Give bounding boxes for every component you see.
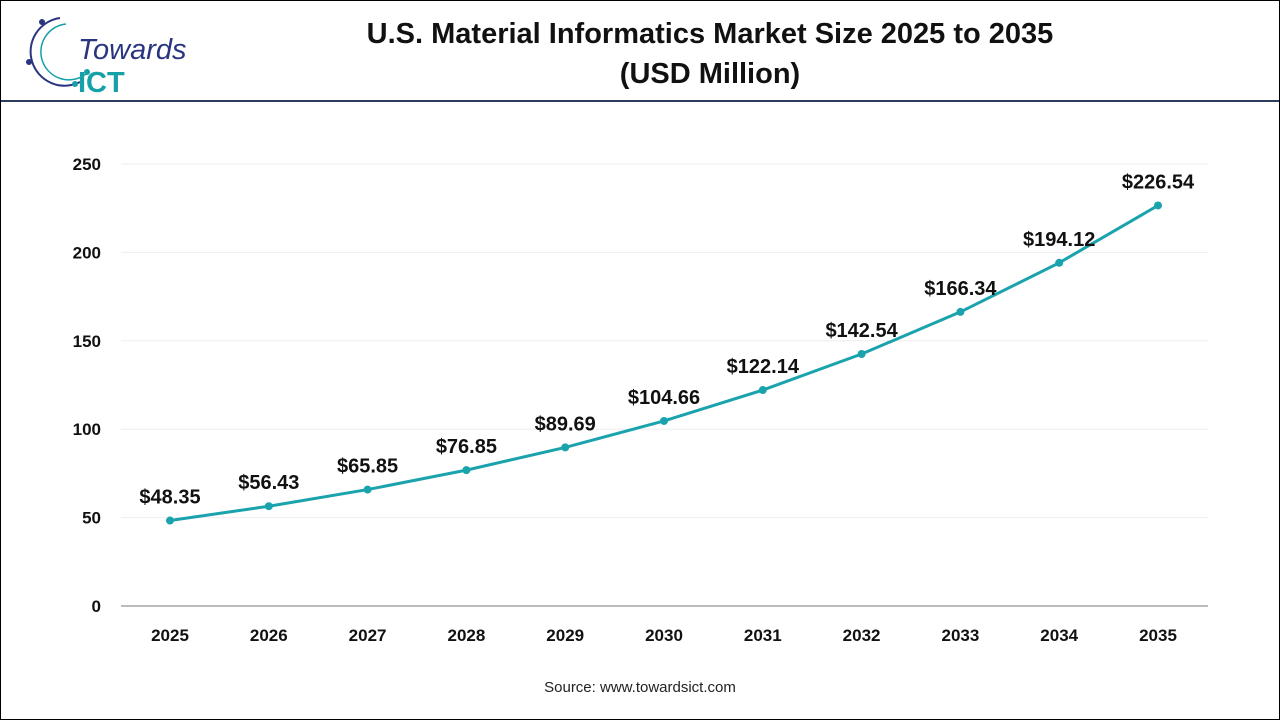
data-point — [561, 443, 570, 452]
data-label: $56.43 — [238, 472, 299, 494]
data-point — [758, 386, 767, 395]
x-tick-label: 2025 — [151, 626, 189, 645]
logo-text-accent: ICT — [78, 67, 125, 99]
logo-circuit-icon — [26, 17, 90, 87]
data-point — [956, 307, 965, 316]
data-point — [857, 349, 866, 358]
x-tick-label: 2031 — [744, 626, 782, 645]
data-point — [363, 485, 372, 494]
source-note: Source: www.towardsict.com — [544, 679, 736, 696]
logo: Towards ICT — [20, 12, 240, 99]
data-point — [660, 416, 668, 425]
data-label: $48.35 — [139, 487, 200, 509]
data-label: $89.69 — [535, 413, 596, 435]
chart-title: U.S. Material Informatics Market Size 20… — [260, 14, 1160, 94]
x-tick-label: 2026 — [250, 626, 288, 645]
data-point — [1154, 201, 1162, 210]
x-tick-label: 2033 — [941, 626, 979, 645]
data-point — [264, 502, 273, 511]
data-label: $122.14 — [727, 356, 800, 378]
y-tick-label: 0 — [92, 597, 101, 616]
data-label: $194.12 — [1023, 229, 1095, 251]
data-label: $65.85 — [337, 456, 398, 478]
data-point — [166, 516, 174, 525]
y-tick-label: 100 — [73, 420, 101, 439]
x-tick-label: 2034 — [1040, 626, 1078, 645]
x-tick-label: 2027 — [349, 626, 387, 645]
title-line-1: U.S. Material Informatics Market Size 20… — [366, 18, 1054, 50]
data-label: $166.34 — [924, 278, 997, 300]
data-point — [462, 466, 471, 475]
y-tick-label: 200 — [73, 243, 101, 262]
data-label: $76.85 — [436, 436, 497, 458]
x-tick-label: 2028 — [447, 626, 485, 645]
title-line-2: (USD Million) — [619, 58, 801, 90]
data-label: $226.54 — [1122, 171, 1195, 193]
logo-text-main: Towards — [78, 34, 187, 66]
x-tick-label: 2035 — [1139, 626, 1177, 645]
header-rule — [1, 100, 1279, 102]
x-tick-label: 2032 — [843, 626, 881, 645]
data-label: $104.66 — [628, 387, 700, 409]
data-label: $142.54 — [825, 320, 898, 342]
x-tick-label: 2029 — [546, 626, 584, 645]
y-tick-label: 150 — [73, 332, 101, 351]
y-tick-label: 50 — [82, 509, 101, 528]
y-tick-label: 250 — [73, 155, 101, 174]
data-point — [1055, 258, 1064, 267]
x-tick-label: 2030 — [645, 626, 683, 645]
